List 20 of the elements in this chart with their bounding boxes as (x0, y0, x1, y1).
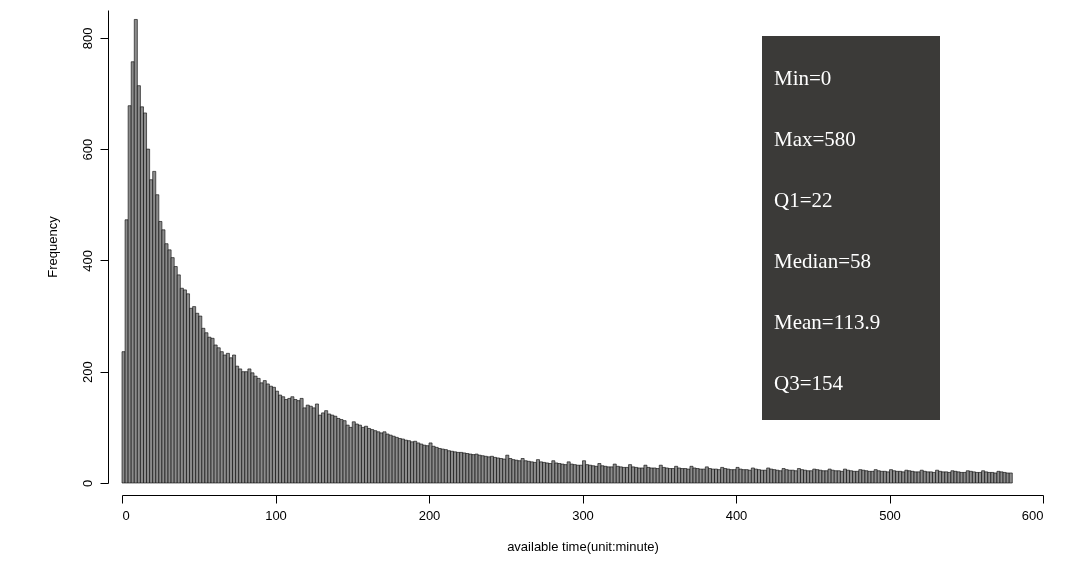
x-tick-label: 0 (122, 507, 130, 523)
x-tick-label: 500 (879, 507, 901, 523)
annotation: Q3=154 (774, 371, 844, 397)
annotation: Min=0 (774, 66, 833, 92)
y-tick-label: 0 (79, 479, 95, 488)
y-tick-label: 600 (79, 138, 95, 161)
y-tick-label: 400 (79, 250, 95, 272)
y-tick-label: 200 (79, 361, 95, 384)
x-axis-title: available time(unit:minute) (507, 538, 659, 554)
y-axis-title: Frequency (44, 215, 60, 278)
y-tick-label: 800 (79, 27, 95, 50)
x-tick-label: 300 (572, 507, 594, 523)
annotation: Max=580 (774, 127, 857, 153)
annotation: Median=58 (774, 249, 872, 275)
annotation: Mean=113.9 (774, 310, 882, 336)
x-tick-label: 400 (725, 507, 748, 523)
annotation: Q1=22 (774, 188, 834, 214)
x-tick-label: 200 (418, 507, 441, 523)
x-tick-label: 600 (1021, 507, 1044, 523)
x-tick-label: 100 (265, 507, 287, 523)
